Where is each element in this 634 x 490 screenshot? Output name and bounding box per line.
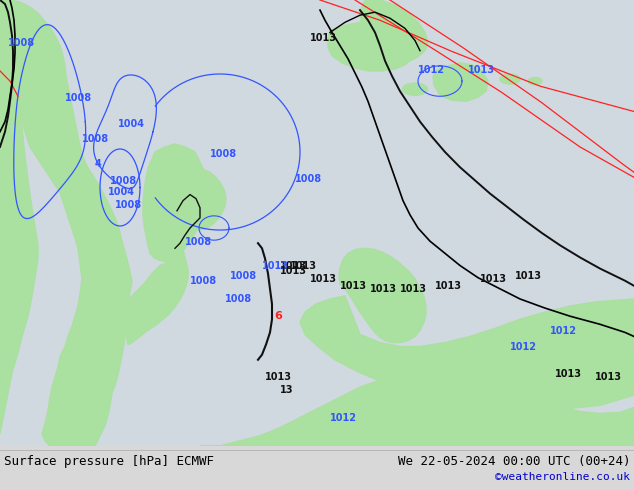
Text: 13: 13 bbox=[280, 385, 294, 395]
Text: 1008: 1008 bbox=[295, 174, 322, 184]
Text: 1008: 1008 bbox=[110, 176, 137, 186]
Ellipse shape bbox=[61, 379, 75, 387]
Text: 1012: 1012 bbox=[418, 65, 445, 75]
Polygon shape bbox=[0, 0, 38, 434]
Text: 1013: 1013 bbox=[310, 32, 337, 43]
Text: 1013: 1013 bbox=[515, 270, 542, 281]
Text: 1013: 1013 bbox=[262, 261, 289, 270]
Text: 1013: 1013 bbox=[280, 261, 307, 270]
Polygon shape bbox=[143, 144, 210, 262]
Text: 1004: 1004 bbox=[118, 119, 145, 129]
Polygon shape bbox=[180, 170, 226, 230]
Text: 1013: 1013 bbox=[480, 274, 507, 284]
Text: 6: 6 bbox=[274, 311, 282, 321]
Text: 1008: 1008 bbox=[210, 149, 237, 159]
Polygon shape bbox=[126, 182, 188, 344]
Ellipse shape bbox=[528, 77, 542, 85]
Text: 1012: 1012 bbox=[550, 326, 577, 337]
Text: Surface pressure [hPa] ECMWF: Surface pressure [hPa] ECMWF bbox=[4, 455, 214, 468]
Text: 1008: 1008 bbox=[190, 276, 217, 286]
Ellipse shape bbox=[74, 387, 82, 392]
Text: 1013: 1013 bbox=[595, 372, 622, 382]
Text: 1008: 1008 bbox=[230, 270, 257, 281]
Text: 1013: 1013 bbox=[340, 281, 367, 291]
Ellipse shape bbox=[403, 83, 427, 95]
Text: 1008: 1008 bbox=[115, 200, 142, 210]
Text: 1013: 1013 bbox=[555, 369, 582, 379]
Text: 1013: 1013 bbox=[468, 65, 495, 75]
Text: 1004: 1004 bbox=[108, 187, 135, 196]
Text: 1008: 1008 bbox=[82, 134, 109, 144]
Text: 4: 4 bbox=[95, 159, 101, 169]
Text: 1013: 1013 bbox=[400, 284, 427, 294]
Polygon shape bbox=[0, 0, 132, 446]
Text: We 22-05-2024 00:00 UTC (00+24): We 22-05-2024 00:00 UTC (00+24) bbox=[398, 455, 630, 468]
Polygon shape bbox=[339, 248, 426, 343]
Polygon shape bbox=[433, 63, 488, 101]
Text: 1013: 1013 bbox=[280, 266, 307, 275]
Text: 1013: 1013 bbox=[370, 284, 397, 294]
Text: 1008: 1008 bbox=[8, 38, 35, 48]
Text: 1013: 1013 bbox=[290, 261, 317, 270]
Text: ©weatheronline.co.uk: ©weatheronline.co.uk bbox=[495, 472, 630, 482]
Polygon shape bbox=[360, 0, 428, 63]
Text: 1013: 1013 bbox=[265, 372, 292, 382]
Text: 1013: 1013 bbox=[435, 281, 462, 291]
Polygon shape bbox=[300, 296, 634, 411]
Text: 1013: 1013 bbox=[310, 274, 337, 284]
Text: 1012: 1012 bbox=[510, 342, 537, 352]
Text: 1008: 1008 bbox=[225, 294, 252, 304]
Ellipse shape bbox=[500, 74, 520, 84]
Text: 1012: 1012 bbox=[330, 413, 357, 422]
Text: 1008: 1008 bbox=[185, 237, 212, 247]
Text: 1008: 1008 bbox=[65, 93, 92, 103]
Polygon shape bbox=[200, 373, 634, 446]
Polygon shape bbox=[328, 22, 415, 71]
